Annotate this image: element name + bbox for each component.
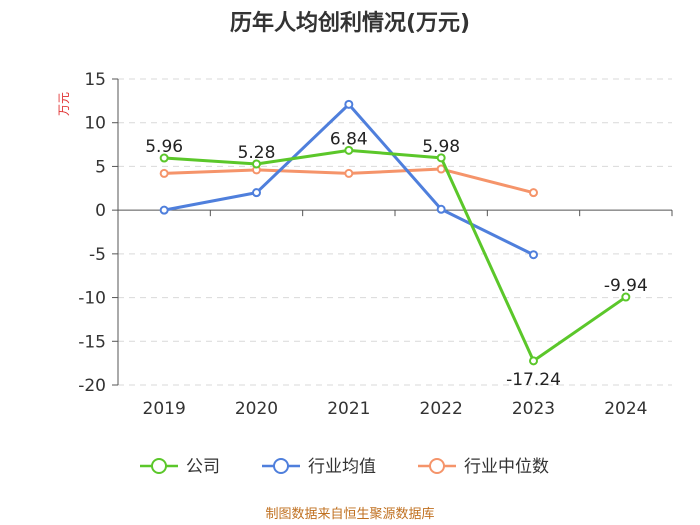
legend-label: 公司 (186, 457, 220, 477)
series-layer (159, 99, 631, 366)
data-labels: 5.96 5.28 6.84 5.98 -17.24 -9.94 (145, 129, 648, 390)
data-label: 5.28 (238, 143, 276, 163)
y-tick-label: 15 (84, 70, 106, 90)
x-tick-label: 2023 (512, 399, 555, 419)
data-point (436, 153, 446, 163)
data-point (344, 99, 354, 109)
data-label: -9.94 (604, 276, 648, 296)
legend[interactable]: 公司 行业均值 行业中位数 (140, 457, 549, 477)
data-label: 5.96 (145, 137, 183, 157)
legend-label: 行业均值 (308, 457, 376, 477)
axes: 15 10 5 0 -5 -10 -15 -20 2019 2020 2021 2022 2023 202… (78, 70, 673, 419)
chart-title: 历年人均创利情况(万元) (230, 10, 470, 36)
data-point (529, 356, 538, 366)
data-point (529, 188, 538, 198)
data-point (252, 159, 261, 169)
data-label: 5.98 (422, 137, 460, 157)
x-tick-label: 2020 (235, 399, 278, 419)
y-tick-label: 5 (95, 157, 106, 177)
legend-marker (151, 458, 167, 474)
x-tick-label: 2019 (143, 399, 186, 419)
data-point (529, 250, 538, 260)
data-point (344, 145, 354, 155)
y-tick-label: -15 (78, 332, 106, 352)
gridlines (118, 78, 672, 386)
y-tick-label: 0 (95, 201, 106, 221)
y-axis-label: 万元 (57, 92, 71, 116)
legend-marker (429, 458, 445, 474)
x-tick-label: 2024 (604, 399, 647, 419)
source-note: 制图数据来自恒生聚源数据库 (265, 506, 434, 522)
legend-item[interactable]: 行业中位数 (418, 457, 549, 477)
y-tick-label: 10 (84, 114, 106, 134)
data-point (159, 205, 169, 215)
legend-marker (273, 458, 289, 474)
data-point (252, 188, 261, 198)
legend-label: 行业中位数 (464, 457, 549, 477)
y-tick-label: -10 (78, 289, 106, 309)
legend-item[interactable]: 行业均值 (262, 457, 376, 477)
x-tick-label: 2022 (420, 399, 463, 419)
legend-item[interactable]: 公司 (140, 457, 220, 477)
data-label: -17.24 (506, 370, 561, 390)
data-point (436, 204, 446, 214)
data-point (159, 153, 169, 163)
series-line-0 (164, 148, 627, 363)
x-tick-label: 2021 (327, 399, 370, 419)
y-tick-label: -5 (89, 245, 106, 265)
data-point (159, 168, 169, 178)
data-label: 6.84 (330, 129, 368, 149)
data-point (344, 168, 354, 178)
data-point (621, 292, 631, 302)
y-tick-label: -20 (78, 376, 106, 396)
